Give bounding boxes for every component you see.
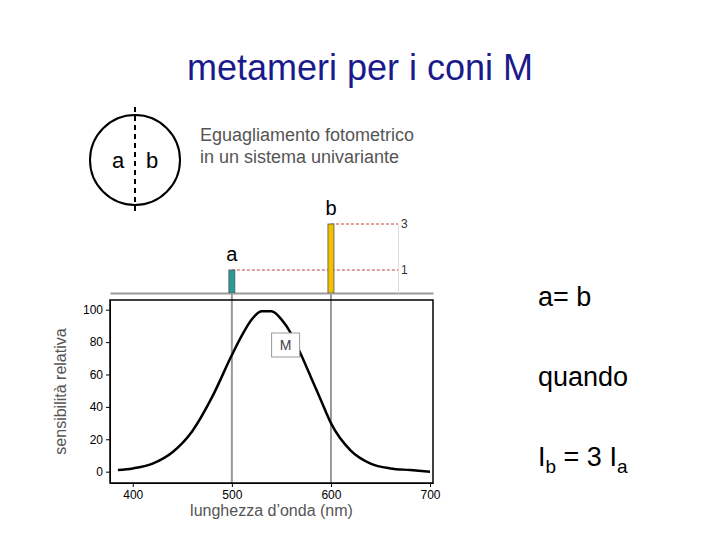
tick: 600 bbox=[321, 483, 341, 502]
stimulus-chart: 13ab bbox=[111, 197, 434, 483]
bars bbox=[229, 224, 334, 293]
tick: 1 bbox=[398, 263, 408, 277]
reference-line bbox=[331, 224, 398, 225]
caption: Eguagliamento fotometrico bbox=[200, 125, 414, 145]
tick-mark bbox=[106, 439, 110, 440]
tick: 80 bbox=[90, 335, 110, 349]
x-axis: 400 500 600 700 bbox=[111, 483, 441, 502]
x-axis bbox=[111, 293, 434, 294]
annotation: quando bbox=[538, 362, 628, 392]
y-axis: 13 bbox=[398, 217, 408, 293]
lines bbox=[118, 311, 430, 471]
equation: Ib = 3 Ia bbox=[538, 442, 628, 477]
tick: 500 bbox=[222, 483, 242, 502]
wavelength-guide bbox=[330, 293, 332, 483]
tick-label: 60 bbox=[90, 368, 104, 382]
reference-line bbox=[232, 270, 398, 271]
y-axis: 0 20 40 60 80 100 bbox=[83, 301, 111, 484]
tick-mark bbox=[106, 342, 110, 343]
caption: in un sistema univariante bbox=[200, 147, 399, 167]
sensitivity-curve bbox=[118, 311, 430, 471]
equation-part: = 3 I bbox=[556, 442, 617, 472]
equation-part: I bbox=[538, 442, 546, 472]
field-label: b bbox=[146, 148, 158, 173]
subscript: a bbox=[617, 456, 628, 477]
tick-label: 600 bbox=[321, 488, 341, 502]
tick-mark bbox=[232, 483, 233, 487]
tick: 60 bbox=[90, 368, 110, 382]
x-axis-line bbox=[111, 483, 434, 484]
baseline bbox=[111, 293, 434, 295]
tick-label: 80 bbox=[90, 335, 104, 349]
tick-mark bbox=[106, 472, 110, 473]
curve-label: M bbox=[280, 337, 292, 353]
annotation: a= b bbox=[538, 282, 591, 312]
tick-mark bbox=[106, 310, 110, 311]
y-axis-title: sensibilità relativa bbox=[52, 328, 69, 454]
wavelength-guide bbox=[231, 293, 233, 483]
field-divider bbox=[134, 107, 136, 213]
tick: 700 bbox=[421, 483, 441, 502]
plot-frame bbox=[110, 300, 433, 483]
slide: metameri per i coni MabEguagliamento fot… bbox=[0, 0, 720, 540]
tick-label: 500 bbox=[222, 488, 242, 502]
tick-label: 1 bbox=[401, 263, 408, 277]
tick-label: 40 bbox=[90, 400, 104, 414]
tick-label: 20 bbox=[90, 433, 104, 447]
tick-label: 400 bbox=[123, 488, 143, 502]
tick-label: 3 bbox=[401, 217, 408, 231]
y-axis-line bbox=[110, 301, 111, 484]
tick-label: 700 bbox=[421, 488, 441, 502]
bar bbox=[229, 270, 235, 293]
tick-mark bbox=[430, 483, 431, 487]
bar-label: a bbox=[226, 243, 238, 265]
bar-label: b bbox=[325, 197, 336, 219]
tick-mark bbox=[106, 407, 110, 408]
field-label: a bbox=[112, 148, 125, 173]
y-axis-line bbox=[398, 225, 399, 294]
tick-mark bbox=[133, 483, 134, 487]
tick: 3 bbox=[398, 217, 408, 231]
tick-label: 100 bbox=[83, 303, 103, 317]
tick: 100 bbox=[83, 303, 110, 317]
tick: 20 bbox=[90, 433, 110, 447]
x-axis-title: lunghezza d’onda (nm) bbox=[190, 502, 353, 519]
tick: 40 bbox=[90, 400, 110, 414]
title: metameri per i coni M bbox=[187, 47, 533, 88]
tick-mark bbox=[331, 483, 332, 487]
split-field: ab bbox=[90, 107, 180, 213]
subscript: b bbox=[546, 456, 557, 477]
sensitivity-chart: 400 500 600 700 0 20 40 60 80 100 lunghezza d’onda… bbox=[52, 300, 441, 519]
tick-label: 0 bbox=[96, 465, 103, 479]
tick: 400 bbox=[123, 483, 143, 502]
bar bbox=[328, 224, 334, 293]
tick-mark bbox=[106, 374, 110, 375]
curve-label-box bbox=[272, 333, 300, 357]
tick: 0 bbox=[96, 465, 110, 479]
